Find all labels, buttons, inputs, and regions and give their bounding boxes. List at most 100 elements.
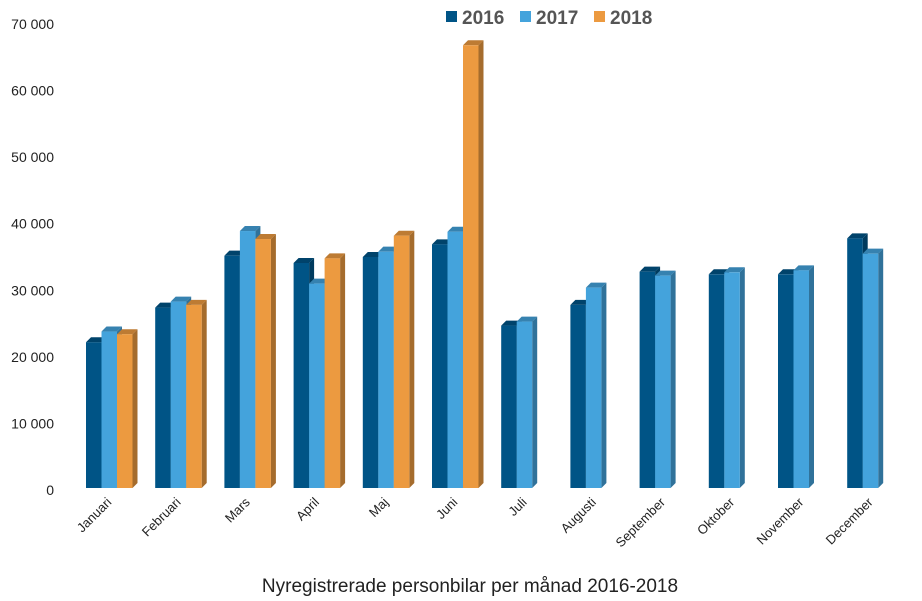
x-tick-label: September xyxy=(612,494,668,550)
y-tick-label: 70 000 xyxy=(11,16,54,32)
legend-swatch xyxy=(446,11,457,22)
y-tick-label: 60 000 xyxy=(11,83,54,99)
y-tick-label: 40 000 xyxy=(11,216,54,232)
bar-side xyxy=(670,270,676,488)
x-tick-label: Februari xyxy=(139,494,184,539)
x-tick-label: November xyxy=(753,494,806,547)
bar-2017-September xyxy=(655,270,676,488)
bar-top xyxy=(463,40,484,46)
bar-side xyxy=(878,248,884,488)
x-tick-label: Maj xyxy=(366,494,391,519)
bar-top xyxy=(447,226,468,232)
bar-top xyxy=(224,250,245,256)
bar-2017-Augusti xyxy=(585,282,607,488)
bar-top xyxy=(585,282,607,288)
bar-front xyxy=(255,239,271,488)
bar-top xyxy=(516,316,538,322)
bar-side xyxy=(340,253,346,488)
bar-top xyxy=(793,265,814,271)
legend-label: 2018 xyxy=(610,8,652,29)
bar-front xyxy=(86,342,102,488)
bar-front xyxy=(847,238,863,488)
y-tick-label: 50 000 xyxy=(11,149,54,165)
bar-side xyxy=(532,316,538,488)
bar-top xyxy=(155,302,176,308)
bar-front xyxy=(570,304,586,488)
y-tick-label: 30 000 xyxy=(11,282,54,298)
bar-front xyxy=(432,244,448,488)
bar-side xyxy=(409,230,415,488)
bar-top xyxy=(862,248,884,254)
bar-front xyxy=(155,307,171,488)
bar-2018-April xyxy=(324,253,346,488)
bar-front xyxy=(393,235,410,488)
legend-label: 2017 xyxy=(536,8,578,29)
bar-front xyxy=(585,287,602,488)
x-tick-label: Juli xyxy=(505,494,529,518)
chart-title: Nyregistrerade personbilar per månad 201… xyxy=(262,576,678,597)
bar-front xyxy=(655,275,671,488)
bar-2018-Februari xyxy=(186,299,207,488)
bar-top xyxy=(378,246,399,252)
x-tick-label: Augusti xyxy=(558,494,599,535)
bar-top xyxy=(86,337,107,343)
bar-top xyxy=(362,252,384,257)
bar-top xyxy=(293,257,315,263)
bar-front xyxy=(101,331,117,488)
bar-front xyxy=(186,304,202,488)
bar-front xyxy=(117,334,133,488)
bars xyxy=(86,40,884,488)
bar-top xyxy=(239,226,261,232)
bar-front xyxy=(501,325,517,488)
x-tick-label: Juni xyxy=(433,494,461,522)
bar-front xyxy=(293,262,310,488)
bar-front xyxy=(778,274,794,488)
bar-top xyxy=(186,299,207,305)
bar-2017-Juli xyxy=(516,316,538,488)
bar-front xyxy=(447,231,463,488)
y-axis: 0 10 000 20 000 30 000 40 000 50 000 60 000 70 … xyxy=(11,16,54,498)
bar-2017-Oktober xyxy=(724,267,745,488)
legend-item-2016: 2016 xyxy=(446,8,504,29)
bar-top xyxy=(432,239,453,245)
x-tick-label: December xyxy=(823,494,876,547)
bar-front xyxy=(324,258,341,488)
bar-top xyxy=(255,234,276,240)
y-tick-label: 10 000 xyxy=(11,415,54,431)
bar-2018-Januari xyxy=(117,329,138,488)
legend-item-2018: 2018 xyxy=(594,8,652,29)
bar-front xyxy=(378,251,394,488)
bar-side xyxy=(601,282,607,488)
bar-front xyxy=(708,274,725,488)
bar-front xyxy=(239,231,256,488)
bar-front xyxy=(362,257,379,488)
bar-front xyxy=(224,255,240,488)
bar-2018-Maj xyxy=(393,230,415,488)
bar-top xyxy=(655,270,676,276)
bar-side xyxy=(270,234,276,488)
bar-top xyxy=(708,269,730,275)
bar-top xyxy=(309,278,330,284)
bar-top xyxy=(639,266,661,272)
bar-2018-Juni xyxy=(463,40,484,488)
x-axis: Januari Februari Mars April Maj Juni Juli Augus… xyxy=(74,494,876,550)
bar-side xyxy=(132,329,138,488)
bar-top xyxy=(847,233,868,239)
bar-front xyxy=(309,283,325,488)
bar-top xyxy=(101,326,122,332)
bar-top xyxy=(778,269,799,275)
x-tick-label: Januari xyxy=(74,494,115,535)
bar-front xyxy=(862,253,879,488)
bar-side xyxy=(201,299,207,488)
bar-top xyxy=(170,296,192,302)
y-tick-label: 20 000 xyxy=(11,349,54,365)
x-tick-label: April xyxy=(293,494,322,523)
x-tick-label: Mars xyxy=(222,494,253,525)
bar-side xyxy=(809,265,814,488)
legend: 2016 2017 2018 xyxy=(446,8,652,29)
bar-top xyxy=(324,253,346,259)
bar-top xyxy=(570,299,591,305)
bar-front xyxy=(516,321,533,488)
bar-side xyxy=(739,267,745,488)
